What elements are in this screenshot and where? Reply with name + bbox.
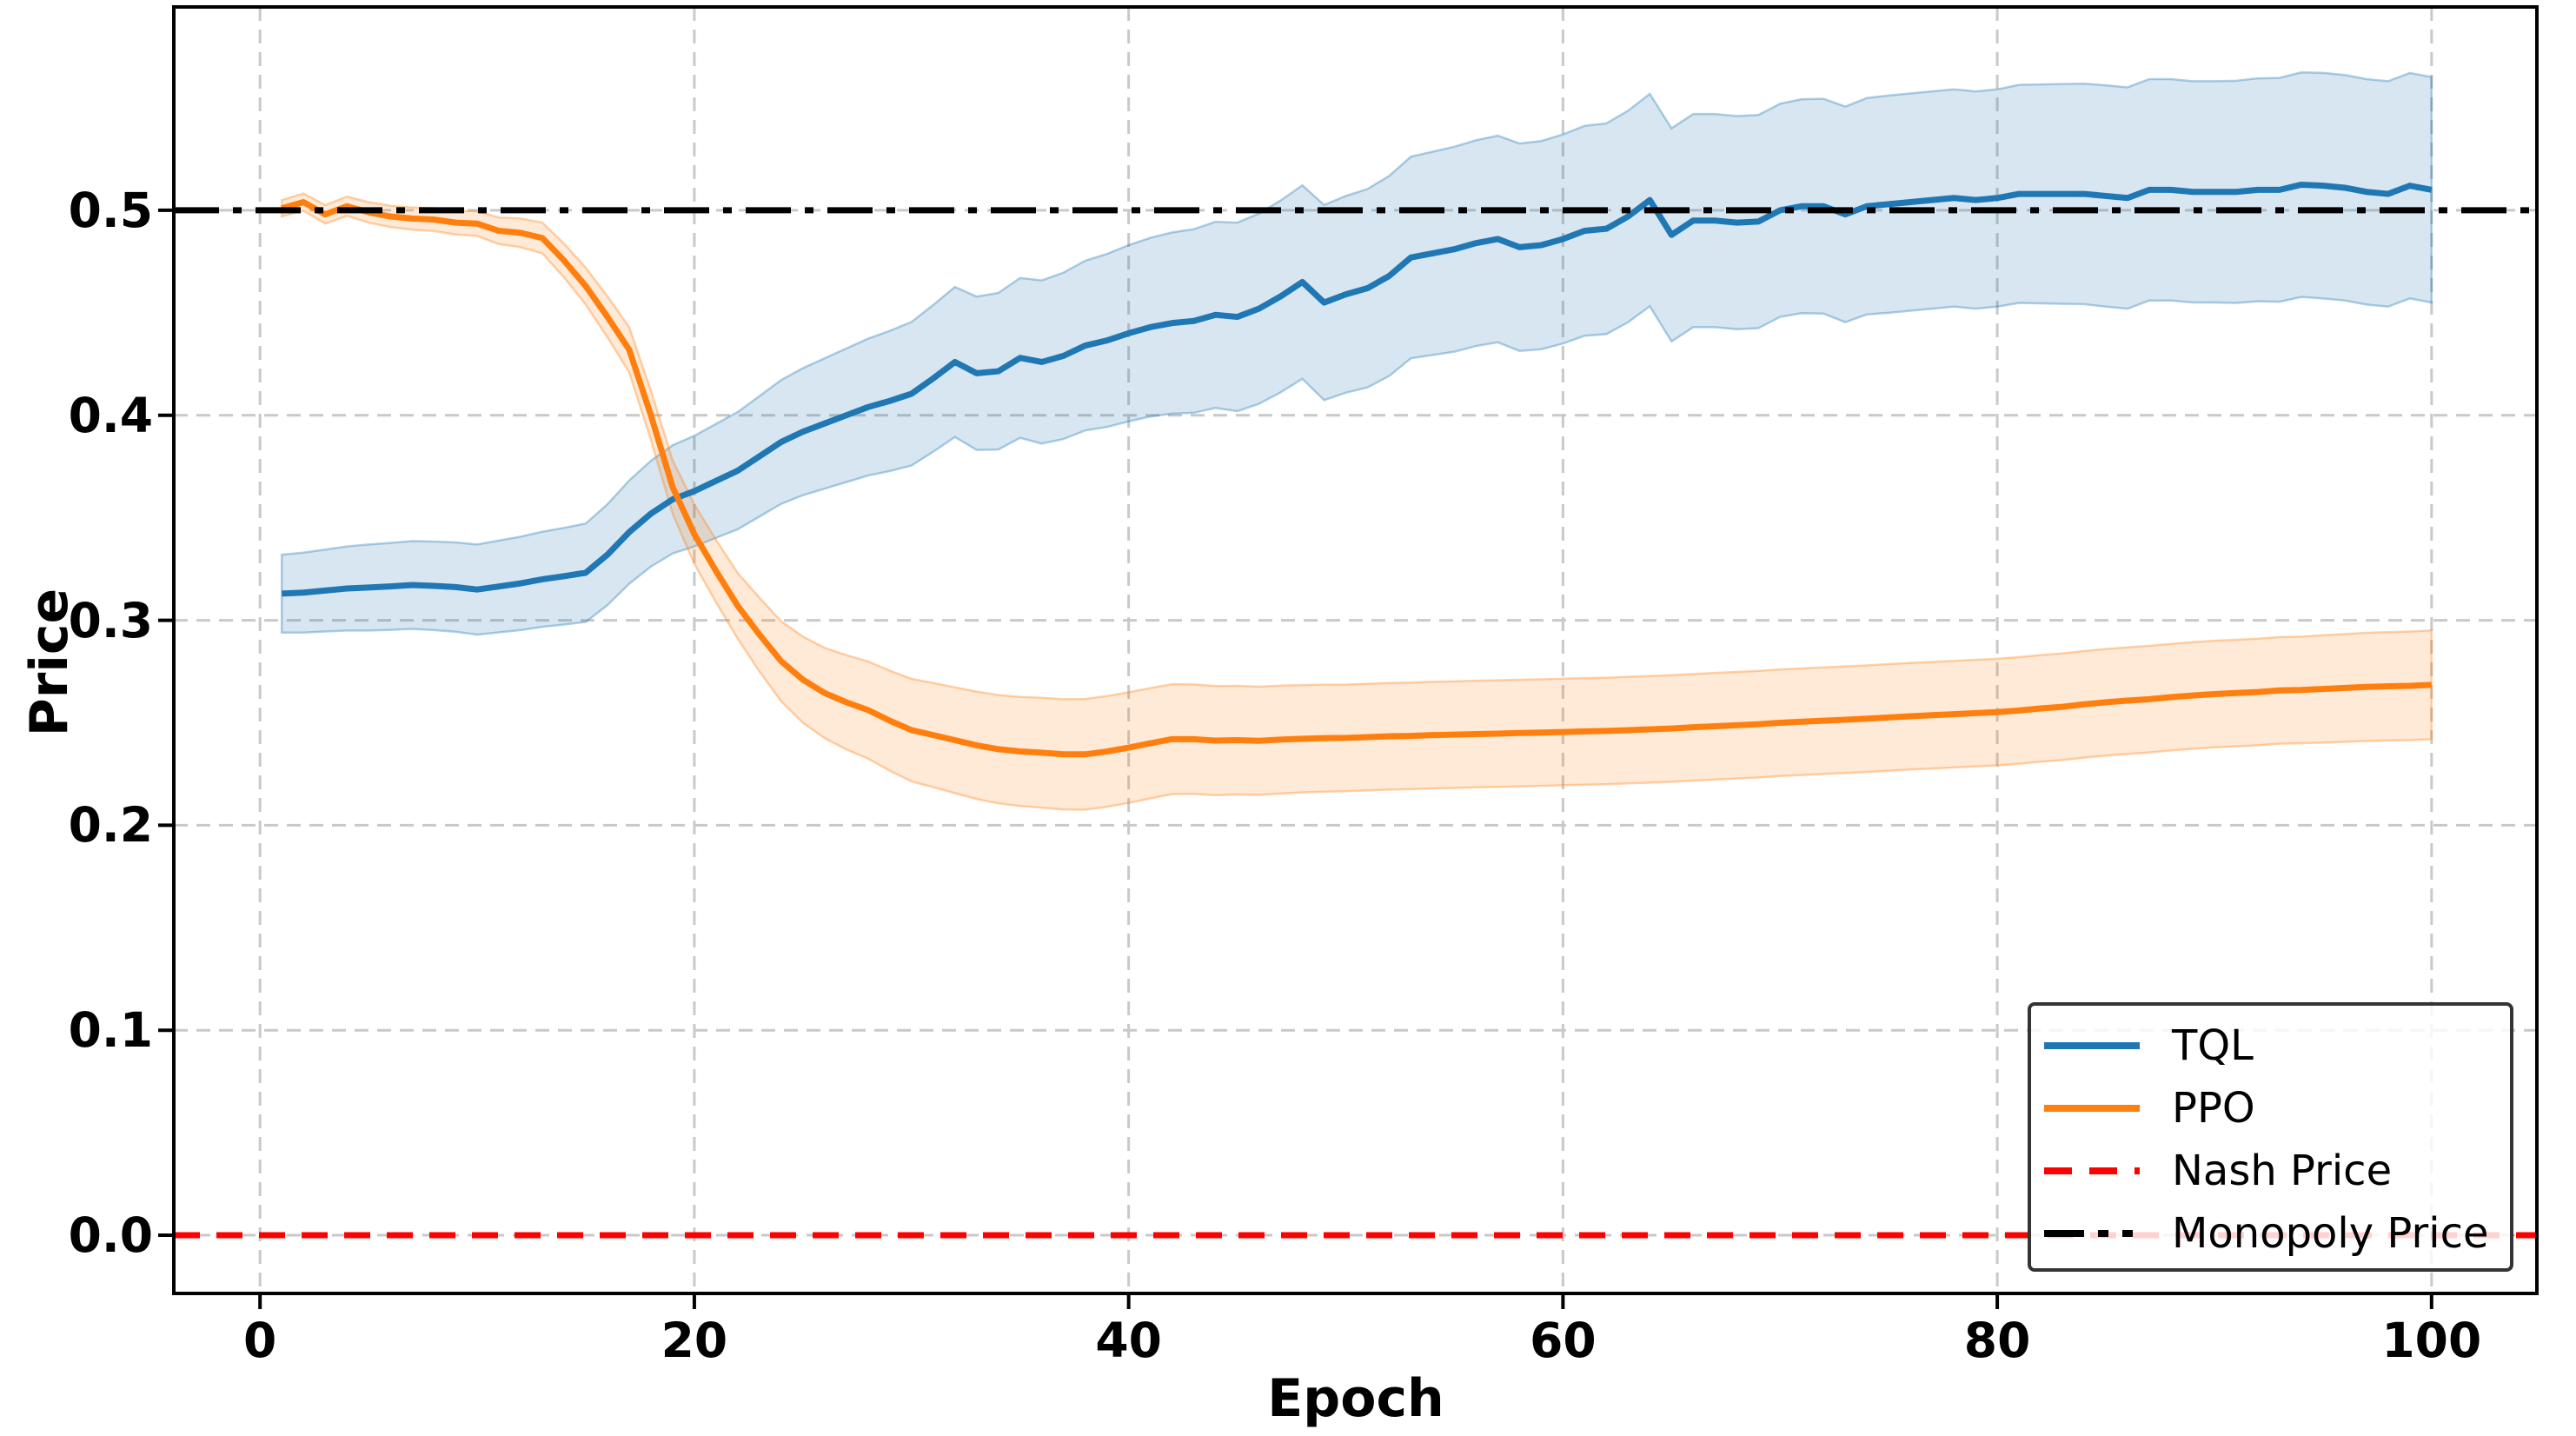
legend: TQL PPO Nash Price Monopoly Price bbox=[2028, 1002, 2513, 1272]
legend-label-ppo: PPO bbox=[2172, 1084, 2255, 1133]
x-axis-label: Epoch bbox=[1267, 1368, 1444, 1429]
monopoly-price-line-sample bbox=[2044, 1230, 2140, 1237]
x-tick-label-0: 0 bbox=[243, 1313, 277, 1368]
legend-entry-nash-price: Nash Price bbox=[2031, 1140, 2510, 1202]
y-tick-label-0.2: 0.2 bbox=[68, 797, 153, 854]
x-tick-label-100: 100 bbox=[2381, 1313, 2482, 1368]
legend-entry-tql: TQL bbox=[2031, 1014, 2510, 1077]
legend-label-nash-price: Nash Price bbox=[2172, 1147, 2393, 1195]
y-tick-label-0.4: 0.4 bbox=[68, 387, 153, 443]
y-tick-label-0.0: 0.0 bbox=[68, 1207, 153, 1264]
y-tick-label-0.3: 0.3 bbox=[68, 592, 153, 648]
x-tick-label-80: 80 bbox=[1963, 1313, 2031, 1368]
legend-label-tql: TQL bbox=[2172, 1021, 2254, 1070]
nash-price-line-sample bbox=[2044, 1167, 2140, 1174]
legend-label-monopoly-price: Monopoly Price bbox=[2172, 1209, 2489, 1258]
tql-line-sample bbox=[2044, 1042, 2140, 1049]
y-tick-label-0.5: 0.5 bbox=[68, 182, 153, 238]
ppo-line-sample bbox=[2044, 1105, 2140, 1112]
x-tick-label-20: 20 bbox=[661, 1313, 728, 1368]
x-tick-label-60: 60 bbox=[1530, 1313, 1597, 1368]
ppo-line bbox=[281, 198, 2432, 758]
legend-entry-ppo: PPO bbox=[2031, 1077, 2510, 1140]
y-tick-label-0.1: 0.1 bbox=[68, 1002, 153, 1059]
ppo-confidence-band bbox=[280, 192, 2433, 811]
y-axis-label: Price bbox=[19, 588, 80, 737]
plot-border bbox=[172, 5, 2539, 1295]
tick-marks bbox=[158, 208, 2433, 1309]
legend-entry-monopoly-price: Monopoly Price bbox=[2031, 1202, 2510, 1265]
tql-line bbox=[282, 181, 2433, 597]
x-tick-label-40: 40 bbox=[1095, 1313, 1162, 1368]
tql-confidence-band bbox=[280, 70, 2433, 636]
